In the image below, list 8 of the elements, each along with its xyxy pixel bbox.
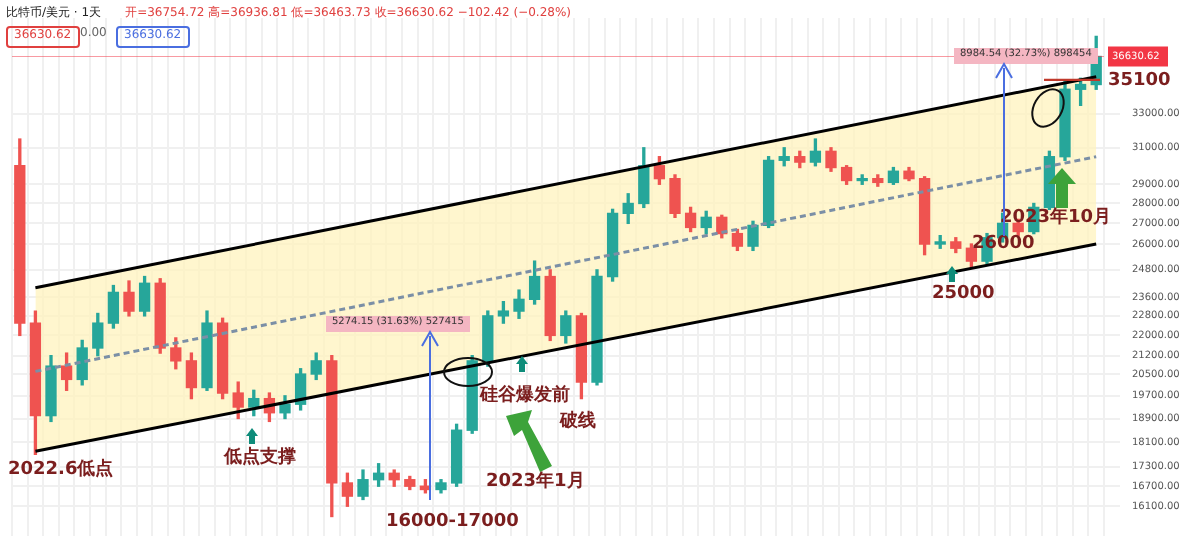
annotation: 16000-17000	[386, 512, 519, 534]
annotation: 硅谷爆发前	[480, 386, 570, 408]
annotation: 25000	[932, 284, 995, 306]
annotation: 2023年1月	[486, 472, 585, 494]
annotation: 破线	[560, 412, 596, 434]
ref-line-label: 35100	[1108, 70, 1171, 91]
annotation: 低点支撑	[224, 448, 296, 470]
annotation: 2022.6低点	[8, 460, 114, 482]
